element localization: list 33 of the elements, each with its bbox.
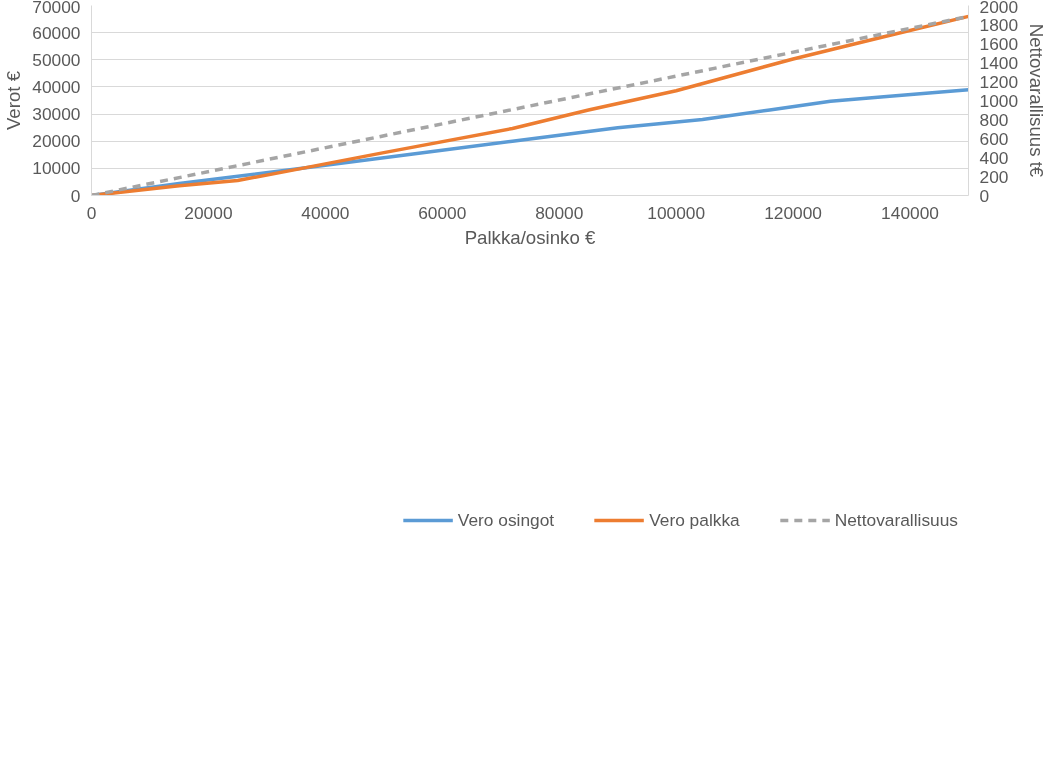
y2-tick-label: 800: [979, 109, 1009, 130]
y2-tick-label: 200: [979, 166, 1009, 187]
y-tick-label: 50000: [32, 49, 81, 70]
y-tick-label: 30000: [32, 104, 81, 125]
y-tick-label: 20000: [32, 131, 81, 152]
x-tick-label: 60000: [418, 202, 467, 223]
y2-tick-label: 1000: [979, 90, 1019, 111]
x-axis-title: Palkka/osinko €: [464, 226, 596, 248]
x-tick-label: 20000: [184, 202, 233, 223]
legend-label: Vero osingot: [457, 509, 555, 531]
x-tick-label: 80000: [535, 202, 584, 223]
y-tick-label: 10000: [32, 158, 81, 179]
y2-axis-title: Nettovarallisuus t€: [1026, 23, 1048, 178]
legend-label: Nettovarallisuus: [834, 509, 958, 531]
legend-label: Vero palkka: [649, 509, 740, 531]
x-tick-label: 0: [86, 202, 97, 223]
y2-tick-label: 600: [979, 128, 1009, 149]
y2-tick-label: 0: [979, 185, 990, 206]
y2-tick-label: 1600: [979, 33, 1019, 54]
y-axis-title: Verot €: [3, 70, 25, 131]
x-tick-label: 120000: [764, 202, 823, 223]
x-tick-label: 100000: [647, 202, 706, 223]
y2-tick-label: 1800: [979, 14, 1019, 35]
y2-tick-label: 2000: [979, 0, 1019, 17]
y2-tick-label: 1400: [979, 52, 1019, 73]
x-tick-label: 140000: [881, 202, 939, 223]
y-tick-label: 0: [70, 185, 81, 206]
x-tick-label: 40000: [301, 202, 350, 223]
y-tick-label: 60000: [32, 22, 81, 43]
y2-tick-label: 1200: [979, 71, 1019, 92]
y-tick-label: 70000: [32, 0, 81, 17]
y-tick-label: 40000: [32, 76, 81, 97]
y2-tick-label: 400: [979, 147, 1009, 168]
